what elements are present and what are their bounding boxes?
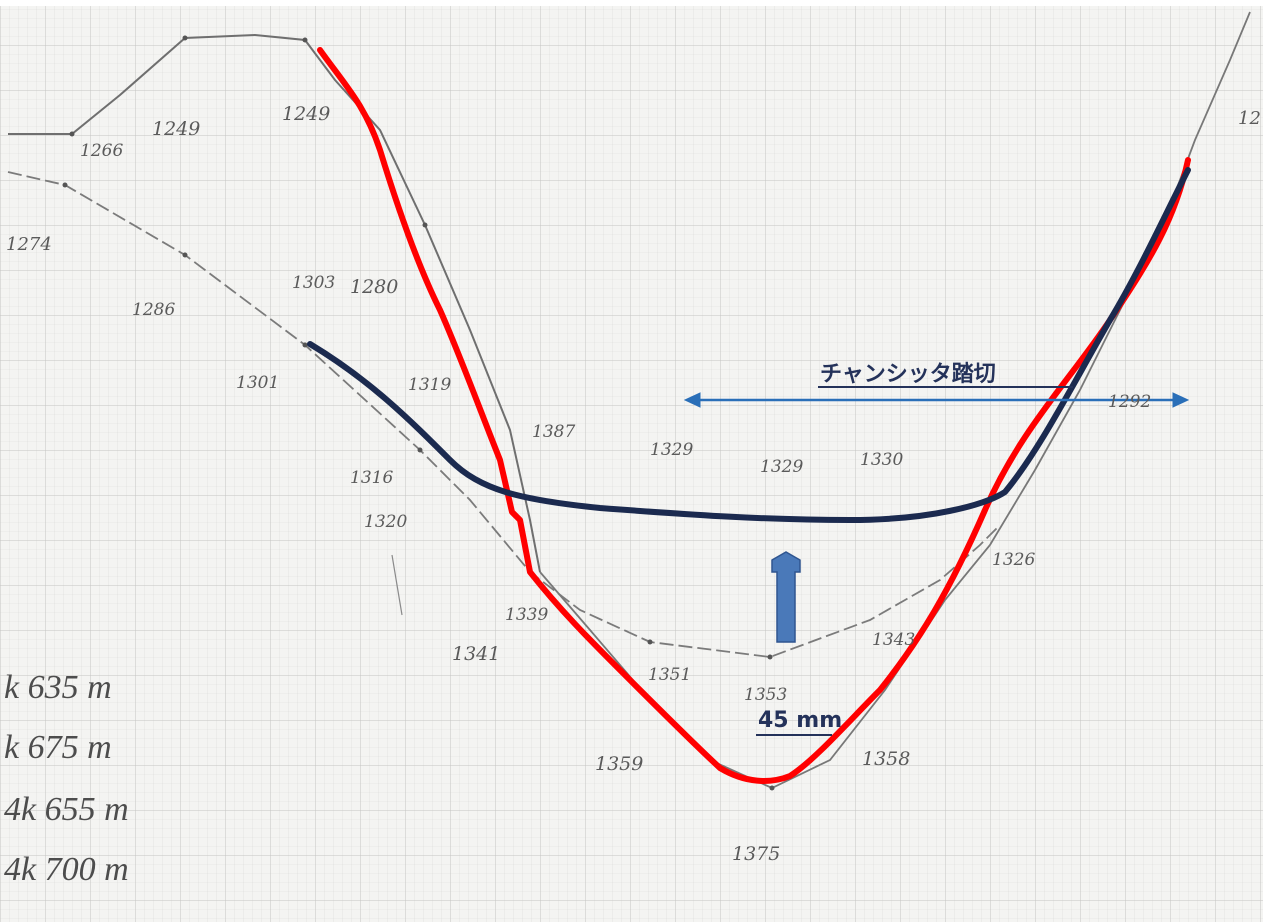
distance-note: 4k 700 m bbox=[4, 851, 129, 888]
distance-note: k 635 m bbox=[4, 669, 112, 706]
crossing-label: チャンシッタ踏切 bbox=[820, 362, 996, 387]
pencil-upper-profile bbox=[8, 33, 541, 573]
point-label: 1329 bbox=[760, 457, 803, 477]
point-label: 1249 bbox=[282, 103, 330, 125]
point-label: 1326 bbox=[992, 550, 1035, 570]
crossing-span-arrow bbox=[683, 392, 1190, 408]
point-label: 1351 bbox=[648, 665, 691, 685]
point-label: 1316 bbox=[350, 468, 393, 488]
point-label: 1286 bbox=[132, 300, 175, 320]
up-arrow bbox=[771, 551, 801, 643]
point-label: 1353 bbox=[744, 685, 787, 705]
point-label: 1301 bbox=[236, 373, 279, 393]
point-label: 1280 bbox=[350, 276, 398, 298]
point-label: 1330 bbox=[860, 450, 903, 470]
pencil-dashed-profile bbox=[7, 171, 1001, 658]
distance-note: k 675 m bbox=[4, 729, 112, 766]
point-label: 1341 bbox=[452, 643, 500, 665]
point-label: 1303 bbox=[292, 273, 335, 293]
point-label: 1375 bbox=[732, 843, 780, 865]
point-label: 1358 bbox=[862, 748, 910, 770]
point-label: 1320 bbox=[364, 512, 407, 532]
navy-profile-line bbox=[307, 167, 1191, 523]
point-label: 1329 bbox=[650, 440, 693, 460]
point-label: 1343 bbox=[872, 630, 915, 650]
point-label: 1339 bbox=[505, 605, 548, 625]
red-profile-line bbox=[317, 47, 1191, 784]
point-label: 1359 bbox=[595, 753, 643, 775]
distance-note: 4k 655 m bbox=[4, 791, 129, 828]
point-label: 1266 bbox=[80, 141, 123, 161]
point-label: 1319 bbox=[408, 375, 451, 395]
point-label: 1292 bbox=[1108, 392, 1151, 412]
point-label: 1249 bbox=[152, 118, 200, 140]
depth-label: 45 mm bbox=[758, 708, 842, 733]
point-label: 1387 bbox=[532, 422, 575, 442]
pencil-stray-mark bbox=[391, 554, 403, 616]
point-label: 12 bbox=[1238, 108, 1261, 129]
point-label: 1274 bbox=[6, 234, 52, 255]
scan-edge-top bbox=[0, 0, 1263, 6]
